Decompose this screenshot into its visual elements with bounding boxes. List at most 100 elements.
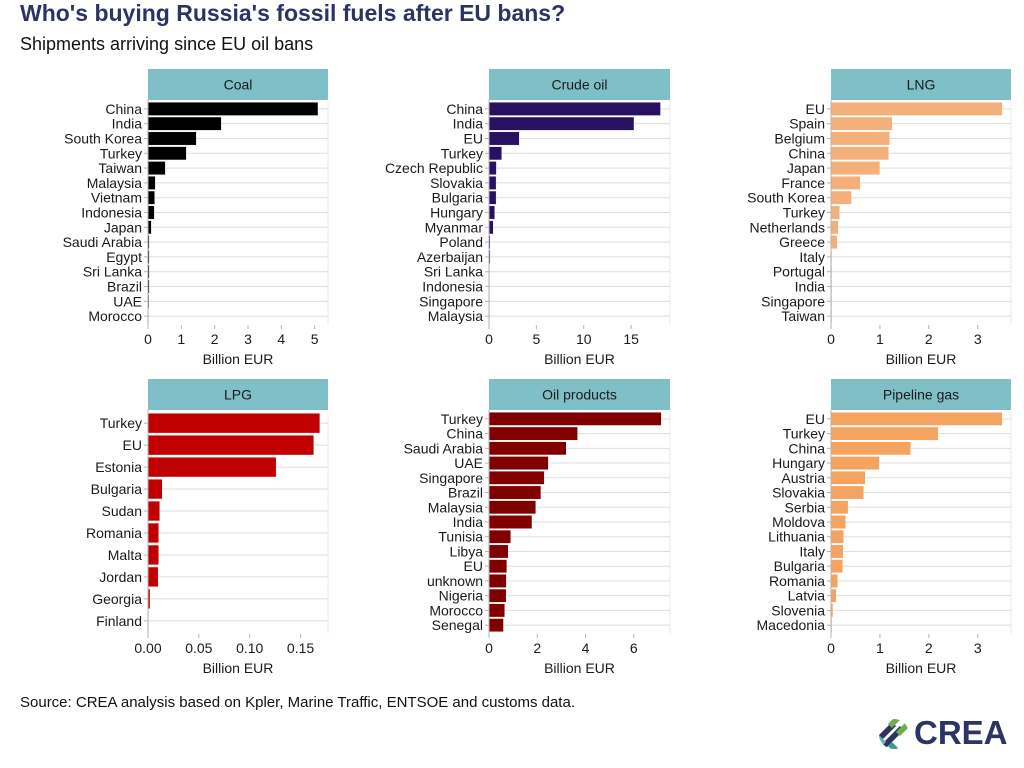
facet-strip [148, 379, 328, 410]
category-label: Sri Lanka [83, 264, 142, 280]
category-label: EU [806, 411, 825, 427]
category-label: Serbia [785, 499, 826, 515]
x-tick-label: 4 [582, 640, 590, 656]
facet-strip [489, 379, 670, 410]
category-label: Portugal [773, 264, 825, 280]
facet-title: Pipeline gas [883, 387, 959, 403]
x-tick-label: 2 [925, 640, 933, 656]
category-label: Malaysia [428, 499, 483, 515]
category-label: Lithuania [768, 529, 825, 545]
category-label: China [788, 145, 825, 161]
category-label: Libya [450, 543, 484, 559]
bar [488, 190, 497, 205]
facet-strip [831, 379, 1011, 410]
bar [830, 412, 1003, 426]
category-label: Czech Republic [385, 160, 483, 176]
bar [488, 544, 509, 559]
x-axis-title: Billion EUR [886, 660, 957, 676]
bar [488, 500, 537, 515]
bar [830, 131, 890, 146]
chart-title: Who's buying Russia's fossil fuels after… [20, 0, 566, 26]
category-label: Jordan [99, 569, 142, 585]
bar [488, 102, 661, 116]
category-label: Tunisia [438, 529, 483, 545]
category-label: EU [806, 101, 825, 117]
category-label: Romania [769, 573, 825, 589]
category-label: Bulgaria [432, 190, 484, 206]
category-label: Azerbaijan [417, 249, 483, 265]
bar [488, 412, 662, 426]
bar [488, 588, 507, 603]
category-label: China [446, 426, 483, 442]
category-label: Spain [789, 116, 825, 132]
bar [488, 515, 533, 529]
x-tick-label: 2 [533, 640, 541, 656]
bar [830, 176, 861, 190]
category-label: Myanmar [425, 219, 484, 235]
bar [830, 102, 1003, 116]
category-label: Saudi Arabia [63, 234, 143, 250]
crea-logo-text: CREA [914, 714, 1008, 751]
chart-subtitle: Shipments arriving since EU oil bans [20, 34, 314, 54]
panel-pipeline-gas: Pipeline gasEUTurkeyChinaHungaryAustriaS… [757, 379, 1012, 676]
category-label: Georgia [92, 591, 142, 607]
category-label: Latvia [788, 588, 826, 604]
category-label: China [105, 101, 142, 117]
bar [147, 457, 277, 478]
panel-lpg: LPG Turkey EU Estonia Bulgaria Sudan Romania Ma… [86, 379, 329, 676]
bar [147, 161, 166, 175]
category-label: Saudi Arabia [404, 440, 484, 456]
x-tick-label: 0 [827, 640, 835, 656]
category-label: Netherlands [750, 219, 826, 235]
x-axis-title: Billion EUR [544, 660, 615, 676]
category-label: Greece [779, 234, 825, 250]
category-label: India [453, 116, 484, 132]
category-label: UAE [113, 293, 142, 309]
x-tick-label: 3 [974, 331, 982, 347]
category-label: Italy [799, 249, 825, 265]
category-label: Turkey [783, 205, 825, 221]
facet-strip [831, 69, 1011, 100]
bar [830, 116, 893, 131]
x-axis-title: Billion EUR [886, 351, 957, 367]
bar [830, 588, 837, 603]
category-label: Hungary [430, 205, 483, 221]
category-label: UAE [454, 455, 483, 471]
category-label: Turkey [783, 426, 825, 442]
facet-strip [489, 69, 670, 100]
facet-title: LPG [224, 387, 252, 403]
facet-title: Oil products [542, 387, 617, 403]
category-label: Indonesia [422, 279, 483, 295]
bar [830, 146, 889, 161]
bar [830, 515, 846, 529]
category-label: China [788, 440, 825, 456]
category-label: Finland [96, 613, 142, 629]
category-label: Romania [86, 525, 142, 541]
x-tick-label: 0.15 [287, 640, 314, 656]
facet-title: LNG [907, 77, 936, 93]
bar [488, 456, 549, 470]
x-tick-label: 3 [974, 640, 982, 656]
bar [830, 559, 843, 574]
category-label: Slovakia [430, 175, 483, 191]
category-label: Poland [439, 234, 483, 250]
category-label: Japan [787, 160, 825, 176]
x-tick-label: 10 [576, 331, 592, 347]
category-label: Japan [104, 219, 142, 235]
category-label: Vietnam [91, 190, 142, 206]
facet-title: Coal [224, 77, 253, 93]
category-label: South Korea [64, 130, 142, 146]
bar [488, 441, 567, 456]
x-tick-label: 0 [485, 640, 493, 656]
bar [488, 426, 578, 441]
bar [147, 500, 160, 522]
facet-strip [148, 69, 328, 100]
category-label: Sudan [102, 503, 142, 519]
category-label: Bulgaria [774, 558, 826, 574]
bar [147, 116, 222, 131]
bar [830, 574, 839, 588]
bar [147, 478, 163, 500]
bar [147, 544, 159, 566]
category-label: Brazil [448, 485, 483, 501]
